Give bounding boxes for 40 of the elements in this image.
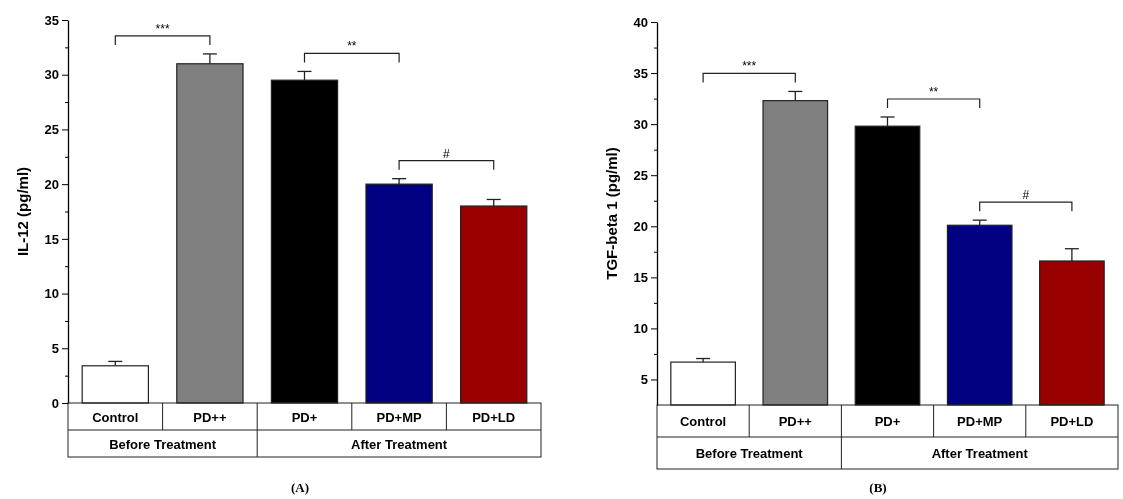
y-tick-label: 35 bbox=[44, 12, 59, 28]
annotation: *** bbox=[742, 59, 757, 74]
annotation: ** bbox=[347, 39, 357, 54]
y-axis-title: IL-12 (pg/ml) bbox=[14, 166, 31, 257]
y-tick-label: 25 bbox=[633, 167, 648, 183]
x-tick-label: Control bbox=[679, 414, 727, 429]
y-tick-label: 5 bbox=[51, 340, 59, 356]
x-tick-label: PD+LD bbox=[472, 409, 516, 425]
x-tick-label: PD++ bbox=[778, 414, 813, 429]
y-tick-label: 20 bbox=[44, 176, 59, 192]
y-tick-label: 25 bbox=[44, 122, 59, 138]
y-tick-label: 10 bbox=[44, 286, 59, 302]
text: (A) bbox=[290, 480, 310, 495]
text: After Treatment bbox=[931, 446, 1029, 461]
annotation: *** bbox=[155, 21, 170, 36]
x-tick-label: Control bbox=[92, 409, 139, 425]
annotation: # bbox=[443, 146, 451, 161]
x-tick-label: PD+ bbox=[291, 409, 318, 425]
y-tick-label: 10 bbox=[633, 321, 648, 337]
y-tick-label: 35 bbox=[633, 65, 648, 81]
y-tick-label: 0 bbox=[51, 395, 59, 411]
annotation: ** bbox=[928, 84, 939, 99]
y-axis-title: TGF-beta 1 (pg/ml) bbox=[603, 147, 620, 280]
y-tick-label: 30 bbox=[633, 116, 648, 132]
y-tick-label: 20 bbox=[633, 218, 648, 234]
x-tick-label: PD+LD bbox=[1050, 414, 1094, 429]
x-tick-label: PD+MP bbox=[376, 409, 422, 425]
x-tick-label: PD+ bbox=[874, 414, 901, 429]
annotation: # bbox=[1022, 188, 1030, 203]
y-tick-label: 30 bbox=[44, 67, 59, 83]
y-tick-label: 40 bbox=[633, 14, 648, 30]
y-tick-label: 15 bbox=[44, 231, 59, 247]
text: After Treatment bbox=[351, 436, 448, 452]
y-tick-label: 15 bbox=[633, 269, 648, 285]
y-tick-label: 5 bbox=[640, 372, 648, 388]
x-tick-label: PD+MP bbox=[957, 414, 1003, 429]
x-tick-label: PD++ bbox=[193, 409, 227, 425]
text: (B) bbox=[869, 480, 887, 495]
text: Before Treatment bbox=[695, 446, 804, 461]
text: Before Treatment bbox=[109, 436, 217, 452]
